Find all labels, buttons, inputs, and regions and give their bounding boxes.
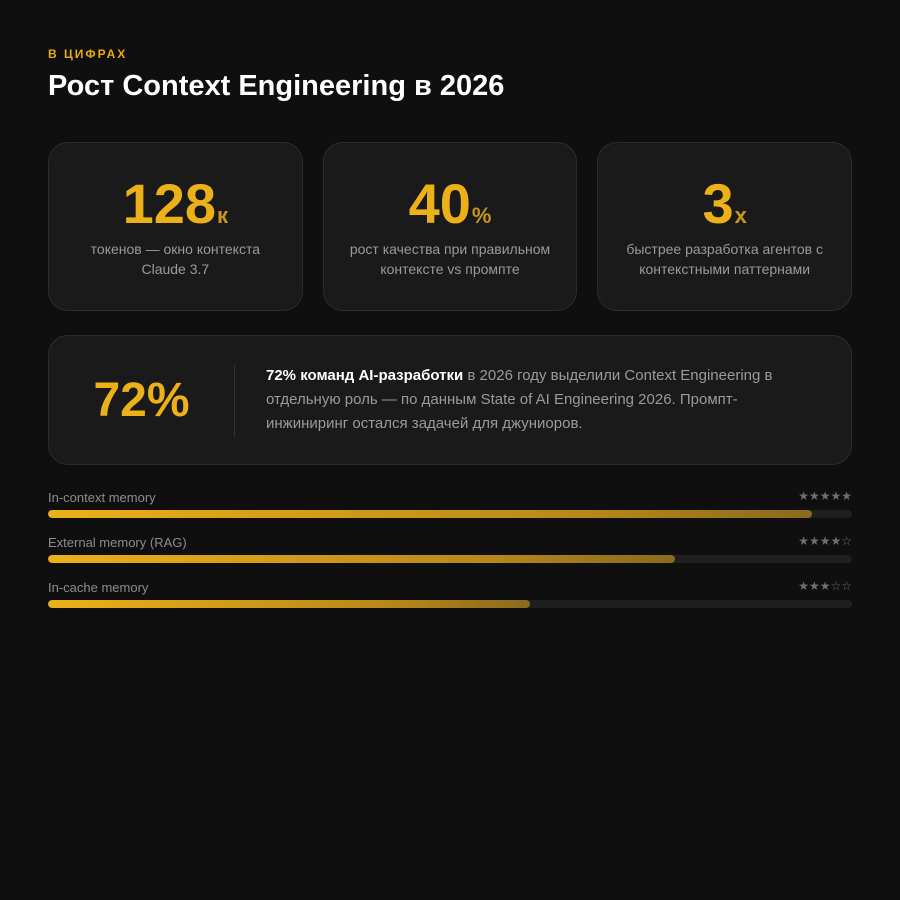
bar-label: External memory (RAG): [48, 535, 187, 550]
stat-card-agent-speedup: 3x быстрее разработка агентов с контекст…: [597, 142, 853, 311]
page-title: Рост Context Engineering в 2026: [48, 70, 505, 102]
highlight-text-rest: в 2026 году выделили Context Engineering…: [266, 367, 773, 432]
stats-row: 128к токенов — окно контекста Claude 3.7…: [48, 142, 853, 311]
stat-description: токенов — окно контекста Claude 3.7: [90, 241, 260, 277]
stat-unit: x: [734, 203, 747, 228]
stat-unit: к: [217, 203, 229, 228]
stat-value: 3: [702, 172, 734, 235]
star-rating: ★★★☆☆: [798, 579, 852, 593]
stat-description: рост качества при правильном контексте v…: [349, 241, 551, 277]
progress-track: [48, 555, 852, 563]
section-eyebrow: В ЦИФРАХ: [48, 47, 128, 61]
highlight-text: 72% команд AI-разработки в 2026 году выд…: [266, 364, 796, 436]
progress-fill: [48, 600, 531, 608]
stat-description: быстрее разработка агентов с контекстным…: [626, 241, 823, 277]
progress-track: [48, 510, 852, 518]
memory-bar-in-context: In-context memory ★★★★★: [48, 488, 852, 533]
star-rating: ★★★★☆: [798, 534, 852, 548]
stat-value: 128: [122, 172, 217, 235]
stat-value-line: 40%: [324, 171, 577, 237]
stat-unit: %: [471, 203, 492, 228]
progress-fill: [48, 555, 676, 563]
bar-label: In-context memory: [48, 490, 156, 505]
highlight-card: 72% 72% команд AI-разработки в 2026 году…: [48, 335, 852, 465]
memory-bar-external-rag: External memory (RAG) ★★★★☆: [48, 533, 852, 578]
highlight-text-strong: 72% команд AI-разработки: [266, 367, 464, 384]
stat-card-context-window: 128к токенов — окно контекста Claude 3.7: [48, 142, 303, 311]
memory-bar-in-cache: In-cache memory ★★★☆☆: [48, 578, 852, 623]
highlight-value: 72%: [93, 374, 190, 427]
stat-value: 40: [408, 172, 471, 235]
star-rating: ★★★★★: [798, 489, 852, 503]
progress-fill: [48, 510, 812, 518]
highlight-divider: [234, 365, 235, 437]
bar-label: In-cache memory: [48, 580, 149, 595]
stat-value-line: 128к: [49, 171, 302, 237]
memory-bars: In-context memory ★★★★★ External memory …: [48, 488, 852, 623]
stat-card-quality-growth: 40% рост качества при правильном контекс…: [322, 142, 578, 311]
stat-value-line: 3x: [598, 171, 851, 237]
progress-track: [48, 600, 852, 608]
